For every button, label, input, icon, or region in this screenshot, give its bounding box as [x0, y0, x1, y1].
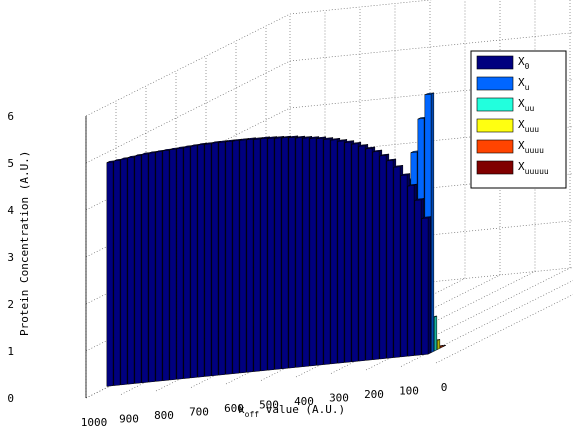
x-tick-label: 300: [329, 392, 349, 405]
x-tick-label: 800: [154, 409, 174, 422]
z-tick-label: 5: [7, 157, 14, 170]
legend-label: Xuu: [518, 97, 534, 113]
bars: [106, 92, 447, 387]
legend-item: Xuuuuu: [476, 160, 549, 176]
grid-line: [85, 13, 291, 117]
legend-item: Xu: [476, 76, 530, 92]
x-tick-label: 1000: [81, 416, 108, 429]
legend-label: X0: [518, 55, 530, 71]
x-axis-label-rest: value (A.U.): [259, 403, 345, 416]
grid-line: [400, 280, 573, 367]
legend-label: Xuuu: [518, 118, 539, 134]
legend-swatch: [476, 55, 514, 70]
x-tick-label: 500: [259, 399, 279, 412]
grid-line: [435, 294, 573, 364]
z-tick-label: 4: [7, 204, 14, 217]
x-tick-label: 0: [441, 381, 448, 394]
grid-line: [289, 0, 434, 15]
x-axis-label: koff value (A.U.): [238, 403, 345, 419]
y-axis-label: Protein Concentration (A.U.): [18, 151, 31, 336]
legend-swatch: [476, 118, 514, 133]
legend-item: Xuuuu: [476, 139, 544, 155]
grid-line: [365, 267, 571, 371]
z-tick-label: 2: [7, 298, 14, 311]
legend: X0 Xu Xuu Xuuu Xuuuu Xuuuuu: [470, 50, 567, 189]
legend-item: Xuu: [476, 97, 534, 113]
x-tick-label: 900: [119, 413, 139, 426]
legend-item: X0: [476, 55, 530, 71]
x-axis-label-k: k: [238, 403, 245, 416]
x-tick-label: 700: [189, 406, 209, 419]
x-axis-label-sub: off: [245, 410, 260, 419]
legend-item: Xuuu: [476, 118, 539, 134]
z-tick-label: 6: [7, 110, 14, 123]
x-tick-label: 600: [224, 402, 244, 415]
x-tick-label: 400: [294, 395, 314, 408]
z-tick-label: 3: [7, 251, 14, 264]
legend-label: Xuuuuu: [518, 160, 549, 176]
z-tick-label: 0: [7, 392, 14, 405]
x-tick-label: 100: [399, 385, 419, 398]
legend-swatch: [476, 160, 514, 175]
legend-swatch: [476, 97, 514, 112]
z-tick-label: 1: [7, 345, 14, 358]
legend-label: Xuuuu: [518, 139, 544, 155]
x-tick-label: 200: [364, 388, 384, 401]
legend-swatch: [476, 76, 514, 91]
grid-line: [85, 60, 291, 164]
legend-swatch: [476, 139, 514, 154]
bar: [421, 216, 432, 356]
legend-label: Xu: [518, 76, 530, 92]
